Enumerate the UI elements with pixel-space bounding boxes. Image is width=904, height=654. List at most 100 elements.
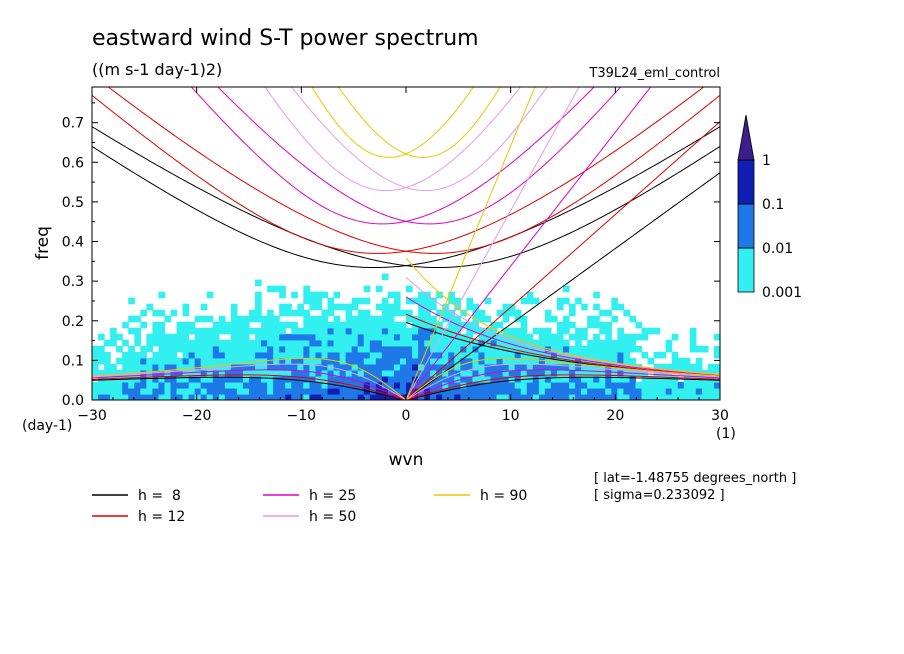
power-cell — [182, 327, 190, 335]
legend-label: h = 25 — [309, 488, 356, 504]
power-cell — [587, 345, 594, 353]
power-cell — [454, 393, 461, 400]
power-cell — [538, 363, 546, 371]
power-cell — [472, 375, 480, 383]
power-cell — [297, 327, 304, 335]
power-cell — [339, 333, 347, 341]
power-cell — [442, 393, 449, 400]
power-cell — [466, 327, 474, 335]
power-cell — [122, 369, 129, 377]
power-cell — [490, 393, 498, 400]
power-cell — [399, 369, 407, 377]
power-cell — [170, 381, 178, 389]
power-cell — [249, 309, 256, 317]
power-cell — [345, 357, 353, 365]
power-cell — [230, 381, 238, 389]
power-cell — [454, 339, 461, 347]
power-cell — [152, 375, 160, 383]
kelvin-curve-h50 — [405, 87, 580, 400]
power-cell — [345, 333, 353, 341]
power-cell — [629, 381, 637, 389]
power-cell — [230, 369, 238, 377]
power-cell — [520, 333, 528, 341]
power-cell — [448, 315, 455, 323]
power-cell — [339, 393, 347, 400]
power-cell — [104, 393, 111, 400]
power-cell — [478, 309, 486, 317]
power-cell — [128, 357, 135, 365]
power-cell — [665, 393, 673, 400]
colorbar-segment — [737, 203, 755, 249]
power-cell — [182, 351, 190, 359]
power-cell — [599, 321, 606, 329]
power-cell — [387, 363, 395, 371]
power-cell — [140, 309, 147, 317]
power-cell — [448, 351, 455, 359]
power-cell — [116, 387, 123, 395]
power-cell — [351, 333, 359, 341]
power-cell — [532, 387, 540, 395]
power-cell — [556, 303, 564, 311]
power-cell — [436, 393, 443, 400]
ig-west-curve-h12 — [107, 87, 720, 254]
power-cell — [267, 357, 274, 365]
power-cell — [689, 339, 697, 347]
power-cell — [182, 375, 190, 383]
power-cell — [406, 345, 413, 353]
power-cell — [556, 297, 564, 305]
power-cell — [315, 291, 323, 299]
power-cell — [665, 387, 673, 395]
power-cell — [575, 381, 582, 389]
power-cell — [116, 357, 123, 365]
power-cell — [158, 357, 166, 365]
power-cell — [393, 327, 401, 335]
power-cell — [605, 387, 612, 395]
power-cell — [321, 321, 329, 329]
power-cell — [520, 321, 528, 329]
power-cell — [255, 351, 262, 359]
power-cell — [285, 357, 292, 365]
power-cell — [194, 381, 202, 389]
power-cell — [653, 375, 661, 383]
power-cell — [297, 339, 304, 347]
power-cell — [605, 345, 612, 353]
power-cell — [502, 357, 510, 365]
y-tick-label: 0.5 — [62, 195, 84, 211]
power-cell — [321, 327, 329, 335]
power-cell — [526, 381, 534, 389]
power-cell — [279, 387, 286, 395]
power-cell — [200, 333, 208, 341]
x-tick-label: 0 — [402, 408, 411, 424]
power-cell — [611, 303, 618, 311]
power-cell — [472, 369, 480, 377]
power-cell — [140, 357, 147, 365]
power-cell — [490, 387, 498, 395]
power-cell — [454, 363, 461, 371]
power-cell — [357, 393, 365, 400]
rossby-curve-h8 — [92, 376, 720, 400]
power-cell — [194, 315, 202, 323]
power-cell — [569, 333, 576, 341]
power-cell — [695, 387, 703, 395]
power-cell — [273, 387, 280, 395]
power-cell — [406, 285, 413, 293]
power-cell — [381, 351, 389, 359]
power-cell — [472, 303, 480, 311]
power-cell — [297, 369, 304, 377]
ig-east-curve-h90 — [311, 87, 475, 158]
power-cell — [556, 333, 564, 341]
power-cell — [212, 375, 220, 383]
power-cell — [333, 351, 341, 359]
power-cell — [599, 351, 606, 359]
power-cell — [544, 327, 552, 335]
power-cell — [393, 369, 401, 377]
power-cell — [393, 321, 401, 329]
y-tick-label: 0.1 — [62, 353, 84, 369]
power-cell — [369, 327, 377, 335]
power-cell — [575, 333, 582, 341]
power-cell — [182, 387, 190, 395]
power-cell — [303, 327, 310, 335]
power-cell — [520, 297, 528, 305]
power-cell — [569, 381, 576, 389]
power-cell — [164, 387, 172, 395]
